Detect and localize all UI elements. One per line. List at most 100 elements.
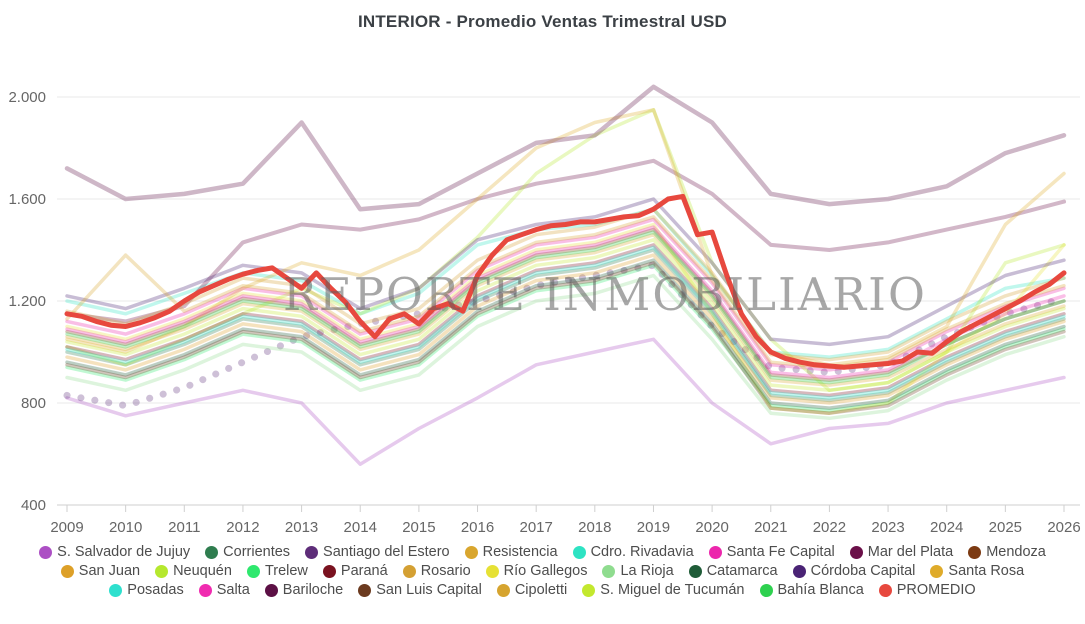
legend-label: San Luis Capital (376, 582, 482, 598)
legend-label: Corrientes (223, 544, 291, 560)
legend-label: Trelew (264, 563, 308, 579)
legend-label: Catamarca (706, 563, 778, 579)
series-line-rio-gallegos (65, 222, 1066, 415)
legend-dot (39, 545, 53, 559)
legend-item-resistencia[interactable]: Resistencia (464, 544, 558, 560)
y-tick-label: 400 (21, 497, 46, 514)
legend-label: Resistencia (482, 544, 558, 560)
legend-label: Cipoletti (514, 582, 568, 598)
legend-dot (485, 564, 499, 578)
series-line-cordoba-capital (65, 197, 1066, 347)
legend-dot (602, 564, 616, 578)
legend-dot (322, 564, 336, 578)
legend-item-mar-del-plata[interactable]: Mar del Plata (849, 544, 954, 560)
legend-label: Bahía Blanca (777, 582, 864, 598)
legend-label: San Juan (78, 563, 141, 579)
y-axis: 400 800 1.200 1.600 2.000 (8, 89, 46, 514)
legend-item-santa-rosa[interactable]: Santa Rosa (930, 563, 1024, 579)
chart-title: INTERIOR - Promedio Ventas Trimestral US… (357, 12, 728, 31)
legend-item-san-luis-capital[interactable]: San Luis Capital (358, 582, 482, 598)
legend-label: Cdro. Rivadavia (590, 544, 694, 560)
chart-legend: S. Salvador de Jujuy Corrientes Santiago d… (0, 544, 1085, 598)
x-tick-label: 2021 (754, 519, 787, 536)
legend-dot (792, 564, 806, 578)
legend-item-bariloche[interactable]: Bariloche (264, 582, 344, 598)
series-line-santa-fe-capital (65, 217, 1066, 372)
legend-item-salta[interactable]: Salta (198, 582, 250, 598)
legend-item-corrientes[interactable]: Corrientes (205, 544, 290, 560)
y-tick-label: 2.000 (8, 89, 46, 106)
legend-item-santiago-del-estero[interactable]: Santiago del Estero (305, 544, 450, 560)
legend-label: PROMEDIO (896, 582, 976, 598)
x-axis: 2009 2010 2011 2012 2013 2014 2015 2016 2017 2018… (50, 505, 1081, 536)
series-line-san-juan (65, 253, 1066, 405)
legend-dot (708, 545, 722, 559)
legend-label: Córdoba Capital (810, 563, 916, 579)
legend-item-cdro-rivadavia[interactable]: Cdro. Rivadavia (572, 544, 694, 560)
x-tick-label: 2011 (168, 519, 200, 536)
legend-item-parana[interactable]: Paraná (322, 563, 388, 579)
legend-item-posadas[interactable]: Posadas (109, 582, 184, 598)
x-tick-label: 2012 (226, 519, 259, 536)
series-line-bahia-blanca (65, 230, 1066, 385)
legend-item-neuquen[interactable]: Neuquén (155, 563, 232, 579)
legend-item-la-rioja[interactable]: La Rioja (602, 563, 674, 579)
legend-dot (930, 564, 944, 578)
legend-label: Posadas (127, 582, 184, 598)
series-line-s-miguel-de-tucuman (65, 238, 1066, 393)
legend-label: Paraná (340, 563, 388, 579)
legend-label: Bariloche (282, 582, 344, 598)
series-line-mar-del-plata (65, 158, 1066, 324)
legend-item-s-salvador-de-jujuy[interactable]: S. Salvador de Jujuy (39, 544, 190, 560)
legend-dot (358, 583, 372, 597)
series-line-catamarca (65, 258, 1066, 410)
legend-label: Mar del Plata (867, 544, 954, 560)
series-line-corrientes (65, 248, 1066, 403)
legend-dot (582, 583, 596, 597)
legend-item-s-miguel-de-tucuman[interactable]: S. Miguel de Tucumán (582, 582, 745, 598)
series-line-resistencia (65, 232, 1066, 387)
series-line-promedio (64, 193, 1067, 370)
legend-dot (759, 583, 773, 597)
series-line-bariloche (64, 84, 1067, 212)
series-line-salta (65, 225, 1066, 380)
x-tick-label: 2014 (344, 519, 377, 536)
x-tick-label: 2025 (989, 519, 1022, 536)
series-line-rosario (65, 207, 1066, 362)
x-tick-label: 2026 (1047, 519, 1080, 536)
series-line-santa-rosa (65, 108, 1066, 367)
legend-item-rio-gallegos[interactable]: Río Gallegos (485, 563, 587, 579)
legend-label: Santa Rosa (948, 563, 1025, 579)
legend-item-catamarca[interactable]: Catamarca (688, 563, 778, 579)
legend-item-cipoletti[interactable]: Cipoletti (496, 582, 568, 598)
legend-dot (464, 545, 478, 559)
x-tick-label: 2016 (461, 519, 494, 536)
legend-dot (246, 564, 260, 578)
legend-dot (205, 545, 219, 559)
x-tick-label: 2010 (109, 519, 142, 536)
legend-item-santa-fe-capital[interactable]: Santa Fe Capital (708, 544, 835, 560)
legend-dot (198, 583, 212, 597)
legend-item-rosario[interactable]: Rosario (402, 563, 471, 579)
legend-dot (155, 564, 169, 578)
legend-item-bahia-blanca[interactable]: Bahía Blanca (759, 582, 864, 598)
series-line-la-rioja (65, 273, 1066, 421)
legend-item-trelew[interactable]: Trelew (246, 563, 308, 579)
x-tick-label: 2015 (402, 519, 435, 536)
series-lines (63, 84, 1068, 466)
legend-item-mendoza[interactable]: Mendoza (968, 544, 1046, 560)
series-line-san-luis-capital (65, 261, 1066, 415)
legend-dot (688, 564, 702, 578)
legend-item-san-juan[interactable]: San Juan (60, 563, 141, 579)
series-line-santiago-del-estero (63, 261, 1068, 410)
series-line-cipoletti (65, 215, 1066, 370)
legend-dot (572, 545, 586, 559)
legend-label: La Rioja (620, 563, 674, 579)
x-tick-label: 2022 (813, 519, 846, 536)
legend-dot (496, 583, 510, 597)
legend-item-promedio[interactable]: PROMEDIO (878, 582, 976, 598)
series-line-s-salvador-de-jujuy (65, 337, 1066, 466)
legend-dot (60, 564, 74, 578)
legend-item-cordoba-capital[interactable]: Córdoba Capital (792, 563, 916, 579)
legend-dot (878, 583, 892, 597)
